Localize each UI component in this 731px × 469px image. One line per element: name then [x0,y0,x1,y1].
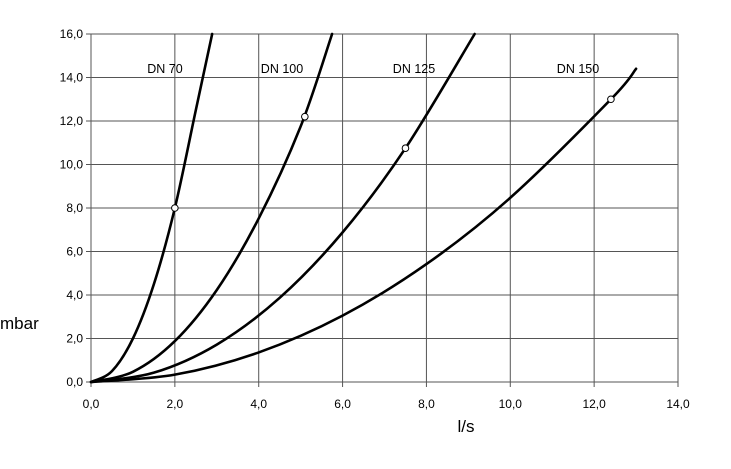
y-tick-label: 4,0 [66,288,83,302]
y-tick-label: 8,0 [66,201,83,215]
y-tick-label: 0,0 [66,375,83,389]
x-tick-label: 2,0 [167,397,184,411]
y-axis-title: mbar [0,314,39,333]
series-label-dn-150: DN 150 [557,62,599,76]
x-axis-title: l/s [458,417,475,436]
series-line-dn-70 [89,32,214,384]
series-layer [89,32,638,384]
series-line-dn-150 [89,67,638,384]
series-label-dn-125: DN 125 [393,62,435,76]
series-line-dn-100 [89,32,334,384]
y-tick-label: 6,0 [66,245,83,259]
data-point-dn-150 [607,95,615,104]
y-tick-labels: 0,0 2,0 4,0 6,0 8,0 10,0 12,0 14,0 16,0 [60,27,84,389]
x-tick-label: 14,0 [666,397,690,411]
grid-layer [86,33,679,387]
series-label-dn-100: DN 100 [261,62,303,76]
marker-layer [171,95,615,212]
series-label-dn-70: DN 70 [147,62,182,76]
series-line-dn-125 [89,32,476,384]
x-tick-label: 10,0 [499,397,523,411]
y-tick-label: 12,0 [60,114,84,128]
x-tick-label: 6,0 [334,397,351,411]
data-point-dn-100 [301,112,309,121]
y-tick-label: 14,0 [60,71,84,85]
x-tick-label: 4,0 [250,397,267,411]
x-tick-label: 12,0 [582,397,606,411]
y-tick-label: 10,0 [60,158,84,172]
data-point-dn-70 [171,204,179,212]
y-tick-label: 16,0 [60,27,84,41]
x-tick-labels: 0,0 2,0 4,0 6,0 8,0 10,0 12,0 14,0 [83,397,690,411]
x-tick-label: 0,0 [83,397,100,411]
y-tick-label: 2,0 [66,332,83,346]
data-point-dn-125 [401,144,410,152]
x-tick-label: 8,0 [418,397,435,411]
series-labels: DN 70 DN 100 DN 125 DN 150 [147,62,599,76]
